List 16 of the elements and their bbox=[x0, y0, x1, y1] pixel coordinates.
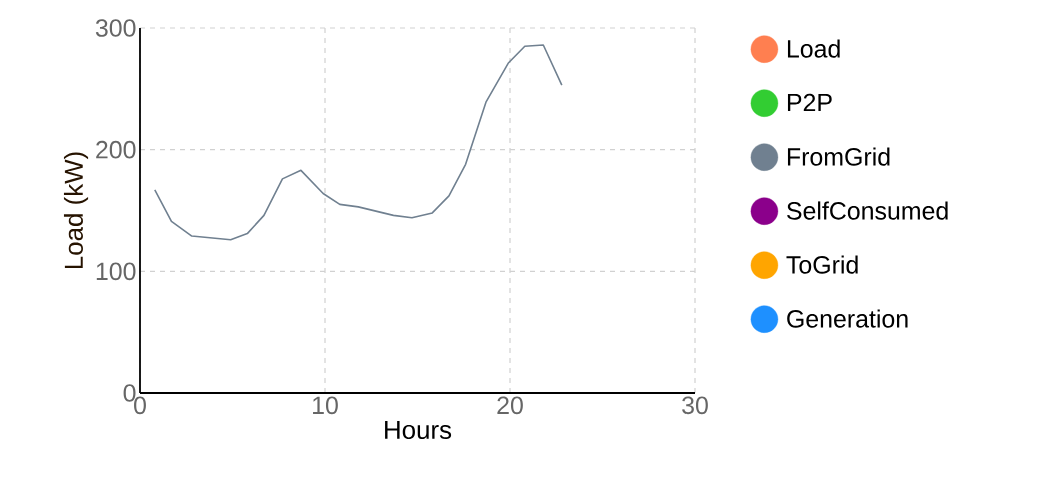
x-axis-title: Hours bbox=[385, 420, 452, 440]
legend-label: SelfConsumed bbox=[787, 201, 948, 220]
x-tick-label: 10 bbox=[313, 396, 338, 415]
legend-label: Load bbox=[787, 39, 840, 58]
legend-label: Generation bbox=[787, 309, 908, 328]
legend-label: FromGrid bbox=[787, 147, 890, 166]
y-tick-label: 100 bbox=[96, 262, 136, 281]
y-tick-label: 0 bbox=[123, 384, 136, 402]
y-tick-label: 300 bbox=[95, 19, 136, 37]
y-axis-title: Load (kW) bbox=[63, 152, 89, 269]
legend-label: ToGrid bbox=[786, 255, 858, 274]
line-series bbox=[154, 44, 563, 241]
legend-label: P2P bbox=[787, 93, 832, 112]
y-tick-label: 200 bbox=[96, 140, 136, 159]
x-tick-label: 30 bbox=[682, 396, 708, 415]
x-tick-label: 20 bbox=[497, 396, 523, 415]
